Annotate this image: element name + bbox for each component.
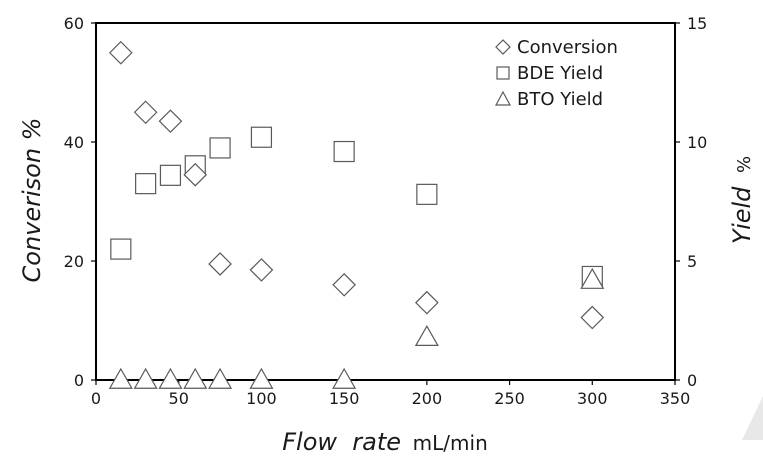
x-axis-ticks: 0 50 100 150 200 250 300 350 xyxy=(91,380,690,408)
legend-label: Conversion xyxy=(517,37,618,58)
diamond-point xyxy=(332,272,356,297)
y-right-tick-label: 10 xyxy=(687,133,707,152)
y-left-tick-label: 0 xyxy=(74,371,84,390)
triangle-point xyxy=(580,267,605,289)
y-right-tick-label: 0 xyxy=(687,371,697,390)
triangle-point xyxy=(108,367,133,389)
y-axis-right-title-unit: % xyxy=(734,156,755,173)
diamond-point xyxy=(249,258,274,282)
square-point xyxy=(110,238,132,260)
square-point xyxy=(159,164,182,186)
y-left-tick-label: 60 xyxy=(64,14,84,33)
legend-label: BDE Yield xyxy=(517,63,603,84)
diamond-point xyxy=(580,305,605,330)
triangle-point xyxy=(249,367,274,389)
diamond-point xyxy=(208,252,232,276)
legend-triangle-icon xyxy=(494,90,512,106)
triangle-point xyxy=(208,367,233,389)
y-axis-right-title-main: Yield xyxy=(728,186,756,244)
diamond-point xyxy=(415,290,439,315)
y-axis-left-title: Converison % xyxy=(18,118,46,283)
legend-square-icon xyxy=(496,66,510,80)
square-point xyxy=(333,140,355,163)
x-axis-title-unit: mL/min xyxy=(413,431,488,455)
y-left-tick-label: 20 xyxy=(64,252,84,271)
decorative-corner-shape xyxy=(742,396,763,440)
triangle-point xyxy=(414,324,439,347)
y-left-tick-label: 40 xyxy=(64,133,84,152)
diamond-point xyxy=(133,100,158,125)
x-tick-label: 200 xyxy=(412,389,443,408)
x-tick-label: 50 xyxy=(169,389,189,408)
triangle-point xyxy=(183,367,208,389)
diamond-point xyxy=(158,109,183,134)
legend-diamond-icon xyxy=(495,39,511,55)
legend-label: BTO Yield xyxy=(517,89,603,110)
y-axis-left-ticks: 0 20 40 60 xyxy=(64,14,96,390)
legend: Conversion BDE Yield BTO Yield xyxy=(494,37,618,110)
x-tick-label: 300 xyxy=(577,389,608,408)
square-point xyxy=(135,173,157,195)
triangle-point xyxy=(158,367,183,389)
diamond-point xyxy=(108,40,133,65)
x-tick-label: 0 xyxy=(91,389,101,408)
y-axis-right-ticks: 0 5 10 15 xyxy=(675,14,707,390)
y-axis-right-title: Yield % xyxy=(728,156,756,244)
y-right-tick-label: 15 xyxy=(687,14,707,33)
series-layer xyxy=(108,40,605,389)
x-tick-label: 150 xyxy=(329,389,360,408)
x-axis-title-main: Flow rate xyxy=(282,428,401,456)
diamond-point xyxy=(183,162,208,187)
y-right-tick-label: 5 xyxy=(687,252,697,271)
square-point xyxy=(416,183,438,205)
x-tick-label: 350 xyxy=(660,389,691,408)
square-point xyxy=(209,137,231,159)
plot-frame xyxy=(95,22,676,381)
triangle-point xyxy=(133,367,158,389)
x-tick-label: 250 xyxy=(494,389,525,408)
square-point xyxy=(250,126,273,148)
x-tick-label: 100 xyxy=(246,389,277,408)
x-axis-title: Flow rate mL/min xyxy=(282,428,488,456)
triangle-point xyxy=(332,367,357,389)
